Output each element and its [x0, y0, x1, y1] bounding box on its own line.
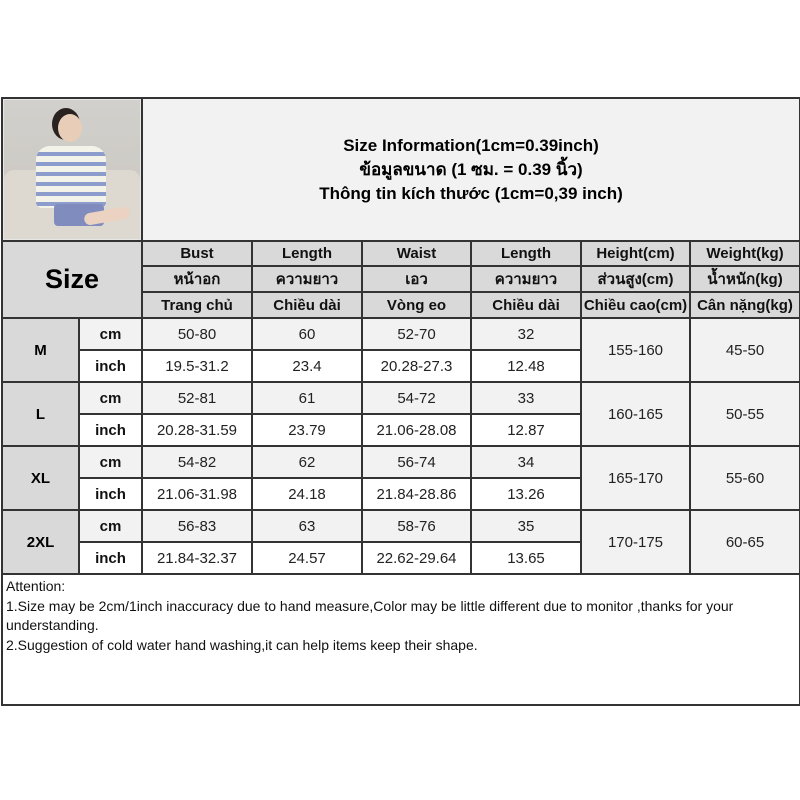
unit-cm: cm: [78, 381, 143, 415]
model-image: [4, 100, 140, 239]
inch-value: 21.06-31.98: [141, 477, 253, 511]
inch-value: 23.4: [251, 349, 363, 383]
column-header-en: Weight(kg): [689, 240, 800, 267]
unit-inch: inch: [78, 477, 143, 511]
cm-value: 52-81: [141, 381, 253, 415]
column-header-vi: Chiều dài: [251, 291, 363, 319]
cm-value: 58-76: [361, 509, 472, 543]
inch-value: 12.87: [470, 413, 582, 447]
column-header-th: น้ำหนัก(kg): [689, 265, 800, 293]
cm-value: 63: [251, 509, 363, 543]
cm-value: 56-83: [141, 509, 253, 543]
height-value: 170-175: [580, 509, 691, 575]
inch-value: 20.28-31.59: [141, 413, 253, 447]
cm-value: 54-72: [361, 381, 472, 415]
cm-value: 35: [470, 509, 582, 543]
table-row: inch 21.06-31.98 24.18 21.84-28.86 13.26: [2, 477, 800, 511]
cm-value: 56-74: [361, 445, 472, 479]
height-value: 160-165: [580, 381, 691, 447]
attention-note-1: 1.Size may be 2cm/1inch inaccuracy due t…: [6, 597, 734, 634]
size-label: 2XL: [1, 509, 80, 575]
cm-value: 60: [251, 317, 363, 351]
unit-cm: cm: [78, 509, 143, 543]
unit-cm: cm: [78, 445, 143, 479]
column-header-th: ความยาว: [251, 265, 363, 293]
cm-value: 52-70: [361, 317, 472, 351]
title-english: Size Information(1cm=0.39inch): [343, 135, 599, 155]
column-header-en: Length: [251, 240, 363, 267]
size-header: Size: [1, 240, 143, 319]
column-header-en: Waist: [361, 240, 472, 267]
inch-value: 23.79: [251, 413, 363, 447]
inch-value: 21.06-28.08: [361, 413, 472, 447]
inch-value: 19.5-31.2: [141, 349, 253, 383]
size-chart-table: Size Information(1cm=0.39inch) ข้อมูลขนา…: [1, 97, 800, 706]
inch-value: 13.26: [470, 477, 582, 511]
column-header-th: ส่วนสูง(cm): [580, 265, 691, 293]
inch-value: 21.84-32.37: [141, 541, 253, 575]
inch-value: 24.57: [251, 541, 363, 575]
column-header-th: เอว: [361, 265, 472, 293]
inch-value: 24.18: [251, 477, 363, 511]
column-header-vi: Chiều cao(cm): [580, 291, 691, 319]
column-header-en: Bust: [141, 240, 253, 267]
table-row: 2XL cm 56-83 63 58-76 35 170-175 60-65: [1, 509, 800, 575]
size-information-title: Size Information(1cm=0.39inch) ข้อมูลขนา…: [141, 97, 800, 242]
column-header-en: Length: [470, 240, 582, 267]
cm-value: 32: [470, 317, 582, 351]
table-row: inch 19.5-31.2 23.4 20.28-27.3 12.48: [2, 349, 800, 383]
cm-value: 50-80: [141, 317, 253, 351]
attention-notes: Attention: 1.Size may be 2cm/1inch inacc…: [1, 573, 800, 706]
height-value: 165-170: [580, 445, 691, 511]
weight-value: 50-55: [689, 381, 800, 447]
table-row: inch 20.28-31.59 23.79 21.06-28.08 12.87: [2, 413, 800, 447]
inch-value: 12.48: [470, 349, 582, 383]
inch-value: 22.62-29.64: [361, 541, 472, 575]
product-photo: [1, 97, 143, 242]
title-vietnamese: Thông tin kích thước (1cm=0,39 inch): [319, 183, 623, 203]
column-header-vi: Chiều dài: [470, 291, 582, 319]
inch-value: 20.28-27.3: [361, 349, 472, 383]
attention-note-2: 2.Suggestion of cold water hand washing,…: [6, 636, 478, 653]
unit-inch: inch: [78, 413, 143, 447]
unit-inch: inch: [78, 349, 143, 383]
cm-value: 34: [470, 445, 582, 479]
inch-value: 13.65: [470, 541, 582, 575]
column-header-vi: Cân nặng(kg): [689, 291, 800, 319]
attention-heading: Attention:: [6, 578, 66, 594]
cm-value: 62: [251, 445, 363, 479]
weight-value: 45-50: [689, 317, 800, 383]
table-row: inch 21.84-32.37 24.57 22.62-29.64 13.65: [2, 541, 800, 575]
weight-value: 55-60: [689, 445, 800, 511]
cm-value: 33: [470, 381, 582, 415]
cm-value: 61: [251, 381, 363, 415]
column-header-th: หน้าอก: [141, 265, 253, 293]
unit-inch: inch: [78, 541, 143, 575]
column-header-vi: Trang chủ: [141, 291, 253, 319]
height-value: 155-160: [580, 317, 691, 383]
size-label: L: [1, 381, 80, 447]
column-header-en: Height(cm): [580, 240, 691, 267]
cm-value: 54-82: [141, 445, 253, 479]
size-label: XL: [1, 445, 80, 511]
size-label: M: [1, 317, 80, 383]
title-thai: ข้อมูลขนาด (1 ซม. = 0.39 นิ้ว): [359, 159, 583, 179]
column-header-vi: Vòng eo: [361, 291, 472, 319]
inch-value: 21.84-28.86: [361, 477, 472, 511]
unit-cm: cm: [78, 317, 143, 351]
weight-value: 60-65: [689, 509, 800, 575]
table-row: XL cm 54-82 62 56-74 34 165-170 55-60: [1, 445, 800, 511]
column-header-th: ความยาว: [470, 265, 582, 293]
